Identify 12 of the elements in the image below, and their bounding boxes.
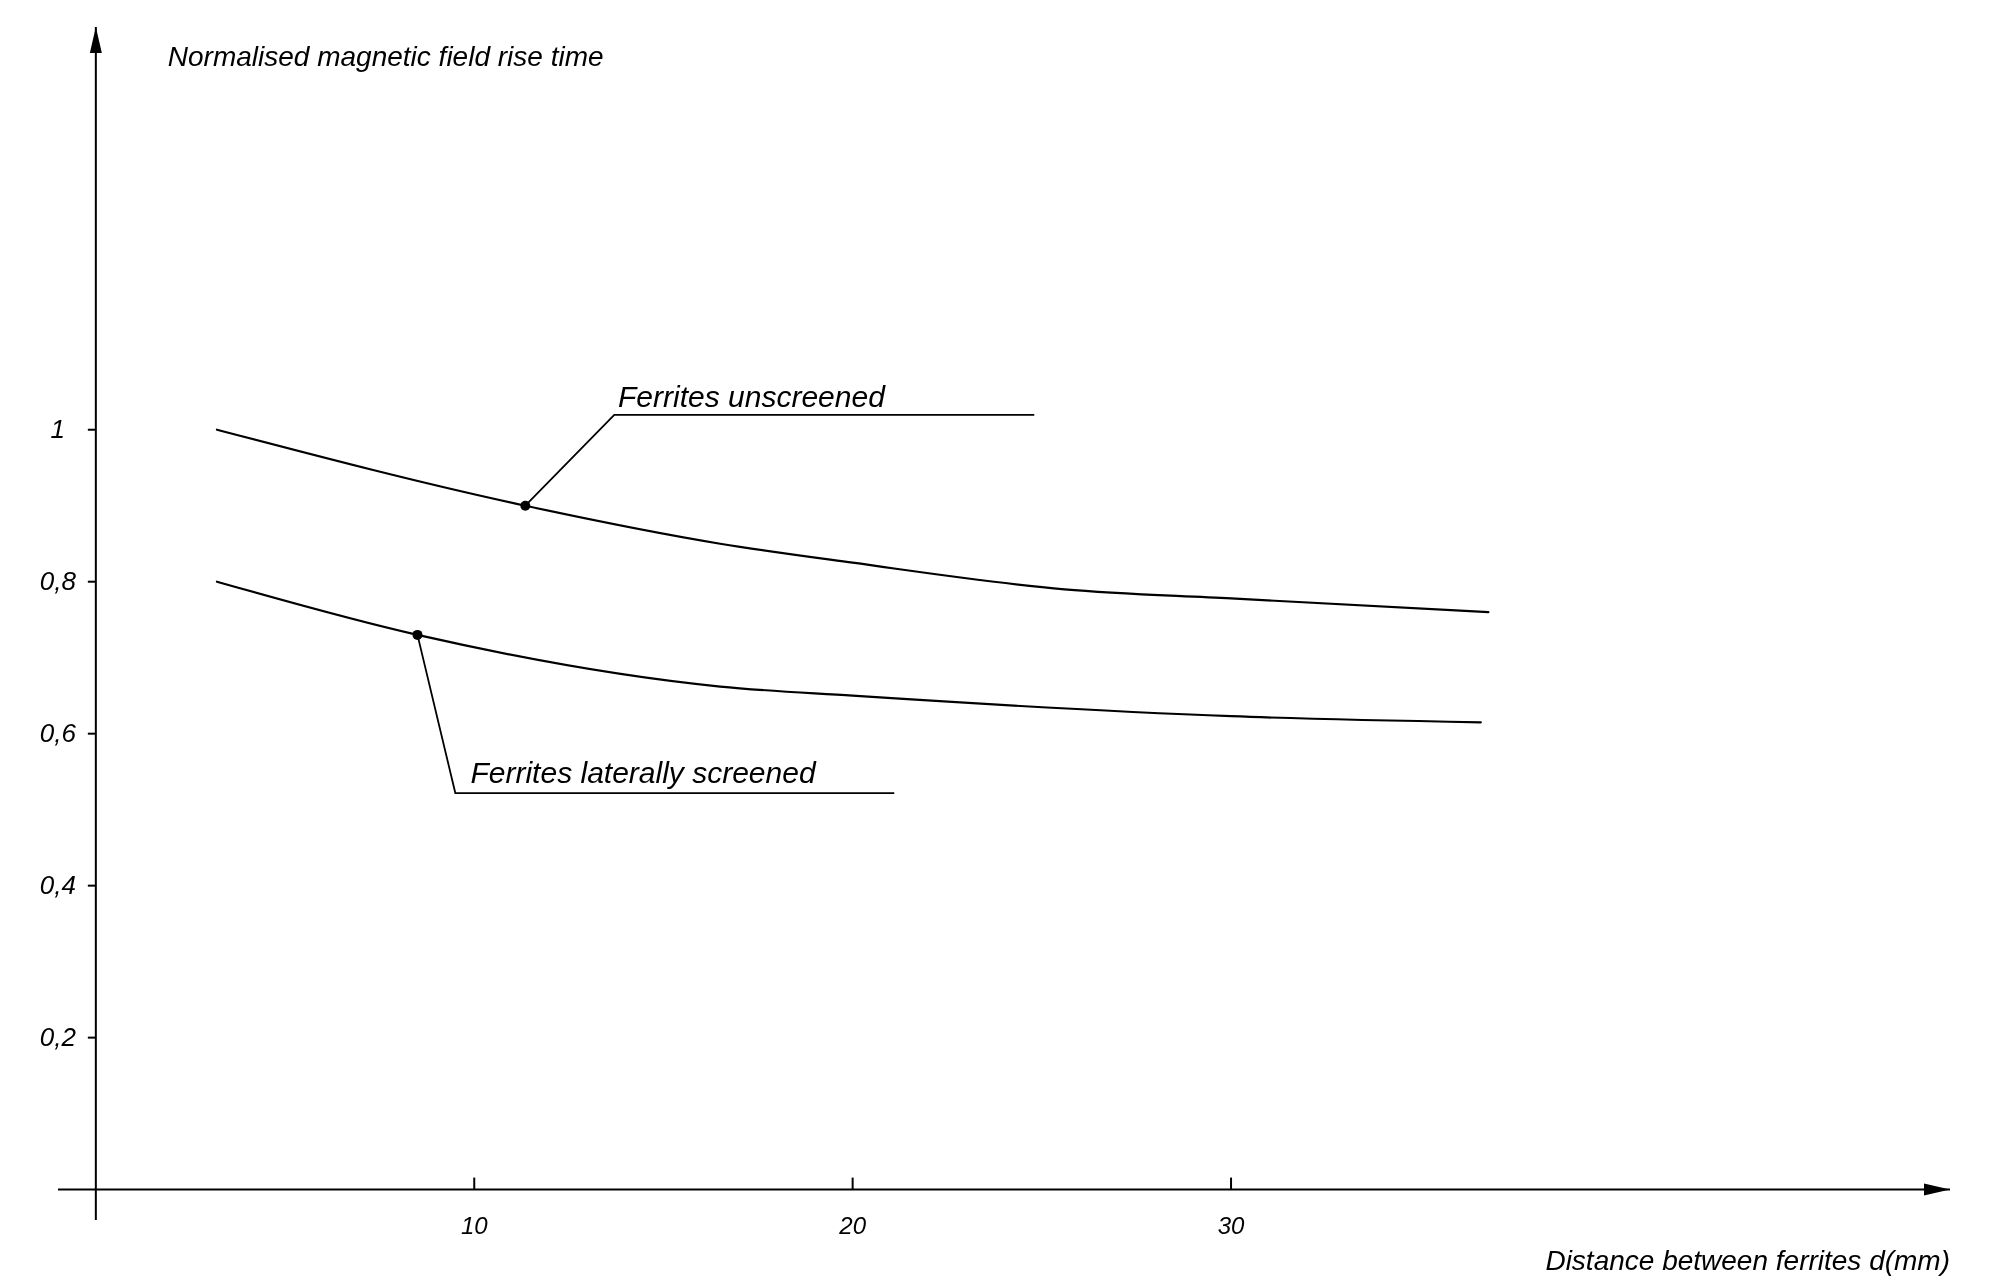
y-tick-label: 1 xyxy=(50,413,66,444)
x-tick-label: 20 xyxy=(838,1211,867,1239)
y-tick-label: 0,8 xyxy=(39,565,77,596)
y-tick-label: 0,4 xyxy=(39,869,76,900)
y-tick-label: 0,2 xyxy=(39,1021,77,1052)
y-tick-label: 0,6 xyxy=(39,717,77,748)
text: Ferrites unscreened xyxy=(618,379,887,413)
text: Ferrites laterally screened xyxy=(470,756,817,790)
y-axis-title: Normalised magnetic field rise time xyxy=(167,41,604,72)
x-axis-title: Distance between ferrites d(mm) xyxy=(1545,1245,1950,1276)
x-tick-label: 10 xyxy=(460,1211,489,1239)
x-tick-label: 30 xyxy=(1217,1211,1246,1239)
